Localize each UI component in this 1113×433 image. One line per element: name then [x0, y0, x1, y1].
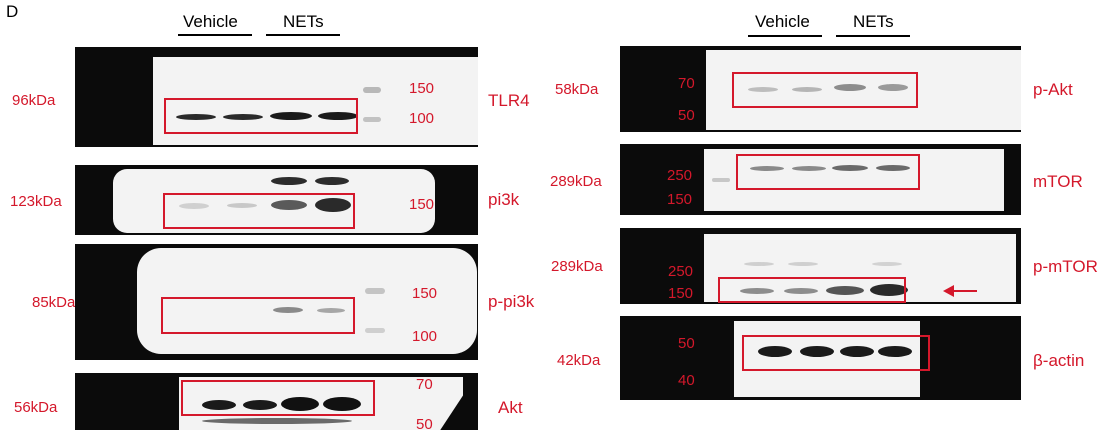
- right-vehicle-label: Vehicle: [755, 12, 810, 32]
- tlr4-highlight-box: [164, 98, 358, 134]
- p-mtor-upper-band: [788, 262, 818, 266]
- p-mtor-label: p-mTOR: [1033, 257, 1098, 277]
- left-vehicle-label: Vehicle: [183, 12, 238, 32]
- beta-actin-label: β-actin: [1033, 351, 1084, 371]
- mtor-kda: 289kDa: [550, 173, 602, 190]
- mtor-ladder-band: [712, 178, 730, 182]
- p-akt-marker: 70: [678, 75, 695, 92]
- tlr4-label: TLR4: [488, 91, 530, 111]
- p-mtor-kda: 289kDa: [551, 258, 603, 275]
- left-nets-label: NETs: [283, 12, 324, 32]
- tlr4-blot: [75, 47, 478, 147]
- p-akt-kda: 58kDa: [555, 81, 598, 98]
- tlr4-marker: 100: [409, 110, 434, 127]
- p-mtor-arrow: [945, 290, 977, 292]
- pi3k-upper-band: [315, 177, 349, 185]
- p-pi3k-label: p-pi3k: [488, 292, 534, 312]
- right-vehicle-underline: [748, 35, 822, 37]
- p-pi3k-ladder-band: [365, 328, 385, 333]
- tlr4-ladder-band: [363, 117, 381, 122]
- tlr4-ladder-band: [363, 87, 381, 93]
- pi3k-upper-band: [271, 177, 307, 185]
- p-mtor-marker: 150: [668, 285, 693, 302]
- p-pi3k-highlight-box: [161, 297, 355, 334]
- akt-highlight-box: [181, 380, 375, 416]
- right-nets-label: NETs: [853, 12, 894, 32]
- pi3k-label: pi3k: [488, 190, 519, 210]
- mtor-highlight-box: [736, 154, 920, 190]
- tlr4-marker: 150: [409, 80, 434, 97]
- beta-actin-kda: 42kDa: [557, 352, 600, 369]
- p-akt-highlight-box: [732, 72, 918, 108]
- p-mtor-upper-band: [872, 262, 902, 266]
- mtor-marker: 250: [667, 167, 692, 184]
- panel-letter: D: [6, 2, 18, 22]
- akt-lower-band: [202, 418, 352, 424]
- right-nets-underline: [836, 35, 910, 37]
- akt-kda: 56kDa: [14, 399, 57, 416]
- mtor-label: mTOR: [1033, 172, 1083, 192]
- beta-actin-highlight-box: [742, 335, 930, 371]
- pi3k-marker: 150: [409, 196, 434, 213]
- p-pi3k-kda: 85kDa: [32, 294, 75, 311]
- akt-label: Akt: [498, 398, 523, 418]
- p-pi3k-marker: 100: [412, 328, 437, 345]
- pi3k-highlight-box: [163, 193, 355, 229]
- mtor-marker: 150: [667, 191, 692, 208]
- left-vehicle-underline: [178, 34, 252, 36]
- left-nets-underline: [266, 34, 340, 36]
- p-mtor-upper-band: [744, 262, 774, 266]
- pi3k-kda: 123kDa: [10, 193, 62, 210]
- beta-actin-marker: 40: [678, 372, 695, 389]
- p-akt-label: p-Akt: [1033, 80, 1073, 100]
- akt-marker: 50: [416, 416, 433, 433]
- p-mtor-marker: 250: [668, 263, 693, 280]
- tlr4-kda: 96kDa: [12, 92, 55, 109]
- p-akt-marker: 50: [678, 107, 695, 124]
- akt-marker: 70: [416, 376, 433, 393]
- p-mtor-highlight-box: [718, 277, 906, 303]
- p-pi3k-ladder-band: [365, 288, 385, 294]
- p-pi3k-marker: 150: [412, 285, 437, 302]
- beta-actin-marker: 50: [678, 335, 695, 352]
